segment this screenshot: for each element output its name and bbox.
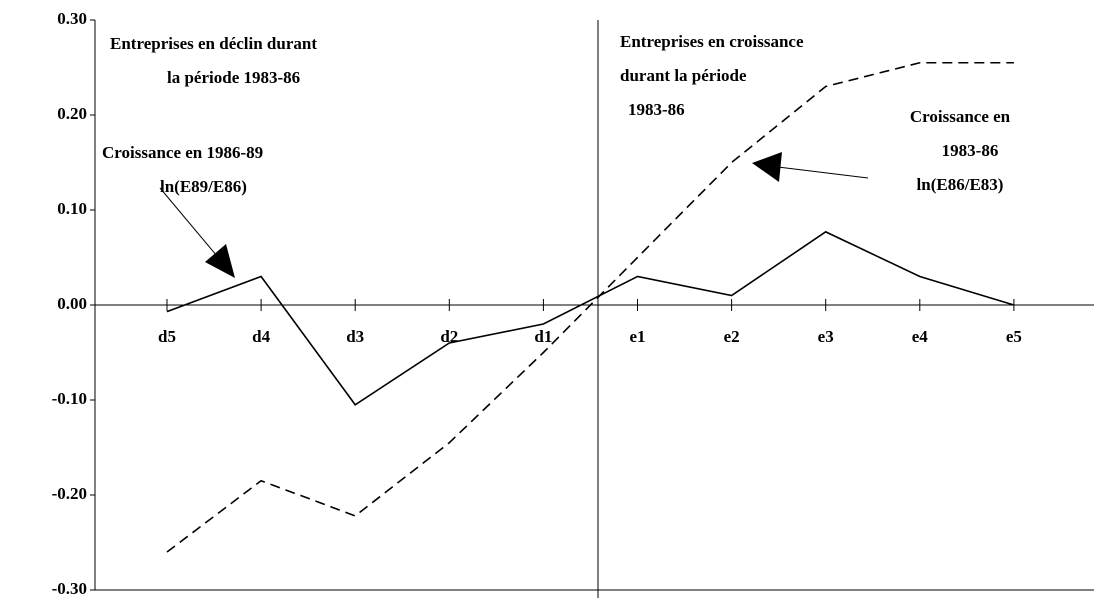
annotation: ln(E89/E86) [160,177,247,196]
annotation: Croissance en [910,107,1011,126]
annotation: Entreprises en croissance [620,32,804,51]
y-tick-label: -0.30 [52,579,87,598]
x-tick-label: e4 [912,327,929,346]
y-tick-label: 0.20 [57,104,87,123]
y-tick-label: -0.10 [52,389,87,408]
annotation: la période 1983-86 [167,68,300,87]
annotation: Croissance en 1986-89 [102,143,263,162]
arrow-head [205,244,235,278]
x-tick-label: d1 [534,327,552,346]
annotation: 1983-86 [628,100,685,119]
x-tick-label: d3 [346,327,364,346]
x-tick-label: e2 [724,327,740,346]
arrow-head [752,152,782,182]
arrow-line [777,166,869,179]
annotation: ln(E86/E83) [917,175,1004,194]
line-series [166,61,1014,553]
x-tick-label: d4 [252,327,270,346]
annotation: 1983-86 [942,141,999,160]
line-series [166,230,1015,406]
x-tick-label: e5 [1006,327,1022,346]
y-tick-label: 0.00 [57,294,87,313]
x-tick-label: e3 [818,327,834,346]
arrow-line [159,187,223,263]
x-tick-label: d2 [440,327,458,346]
x-tick-label: e1 [629,327,645,346]
x-tick-label: d5 [158,327,176,346]
y-tick-label: 0.30 [57,9,87,28]
y-tick-label: 0.10 [57,199,87,218]
annotation: Entreprises en déclin durant [110,34,317,53]
annotation: durant la période [620,66,747,85]
y-tick-label: -0.20 [52,484,87,503]
